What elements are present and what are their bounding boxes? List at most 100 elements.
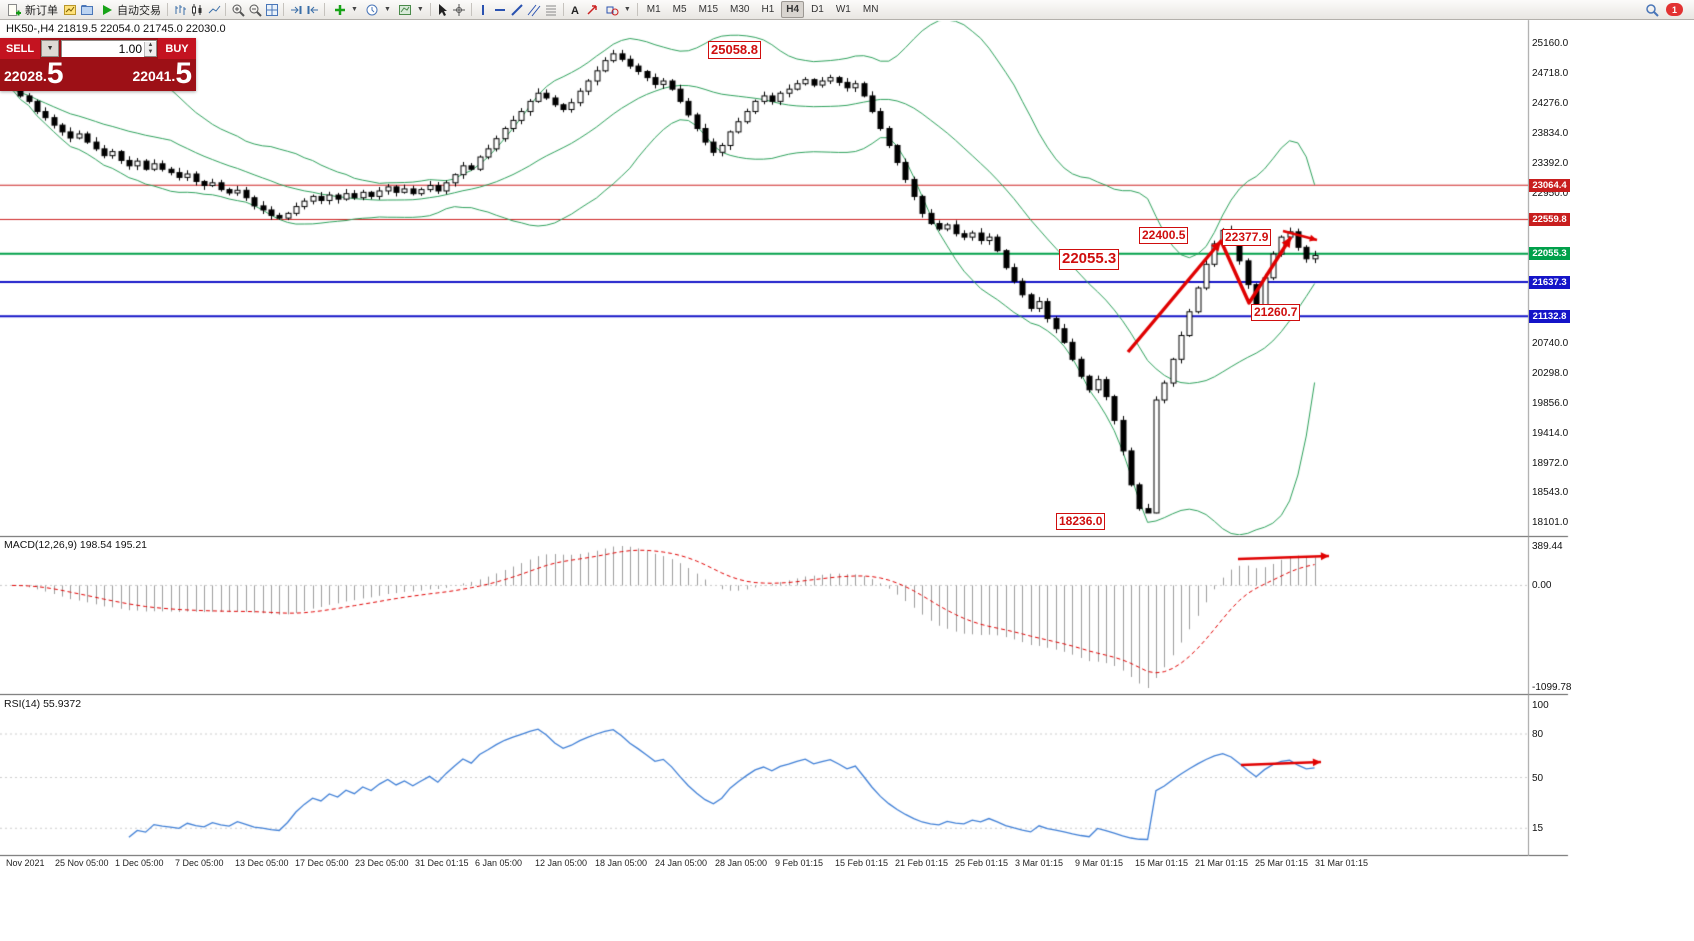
price-axis-tick: 18972.0 xyxy=(1532,458,1569,469)
toolbar-separator xyxy=(324,3,325,16)
sell-price[interactable]: 22028. 5 xyxy=(0,59,98,91)
toolbar-right: 1 xyxy=(1643,2,1691,17)
time-axis-label: 25 Feb 01:15 xyxy=(955,858,1009,868)
timeframe-button-m15[interactable]: M15 xyxy=(698,4,719,15)
time-axis-label: 25 Nov 05:00 xyxy=(55,858,109,868)
new-order-button[interactable]: 新订单 xyxy=(3,1,61,18)
new-chart-icon[interactable] xyxy=(61,2,78,17)
new-order-label: 新订单 xyxy=(25,4,58,17)
text-label-icon[interactable] xyxy=(584,2,601,17)
buy-price-main: 22041. xyxy=(132,68,176,84)
time-axis-label: 21 Feb 01:15 xyxy=(895,858,949,868)
timeframe-button-d1[interactable]: D1 xyxy=(811,4,824,15)
new-order-icon xyxy=(6,2,23,17)
auto-scroll-icon[interactable] xyxy=(287,2,304,17)
price-axis-tick: 18543.0 xyxy=(1532,487,1569,499)
time-axis-label: Nov 2021 xyxy=(6,858,45,868)
templates-dropdown[interactable]: ▼ xyxy=(394,1,427,18)
fibonacci-icon[interactable] xyxy=(543,2,560,17)
notification-badge[interactable]: 1 xyxy=(1666,3,1683,16)
price-axis-tick: 19414.0 xyxy=(1532,428,1569,439)
macd-indicator-label: MACD(12,26,9) 198.54 195.21 xyxy=(4,539,148,551)
chart-shift-icon[interactable] xyxy=(304,2,321,17)
buy-button[interactable]: BUY xyxy=(158,38,196,59)
timeframe-button-mn[interactable]: MN xyxy=(862,4,879,15)
chevron-down-icon: ▼ xyxy=(351,6,358,13)
chevron-down-icon: ▼ xyxy=(383,6,391,13)
indicators-dropdown[interactable]: ▼ xyxy=(328,1,361,18)
volume-up-icon[interactable]: ▲ xyxy=(145,41,156,49)
price-axis-tick: 18101.0 xyxy=(1532,517,1569,529)
crosshair-icon[interactable] xyxy=(451,2,468,17)
price-annotation[interactable]: 25058.8 xyxy=(708,41,761,60)
toolbar: 新订单 自动交易 ▼ ▼ ▼ xyxy=(0,0,1694,20)
trendline-icon[interactable] xyxy=(509,2,526,17)
volume-down-icon[interactable]: ▼ xyxy=(145,48,156,56)
timeframe-button-m30[interactable]: M30 xyxy=(730,4,750,15)
buy-price[interactable]: 22041. 5 xyxy=(98,59,196,91)
price-axis-tick: 20740.0 xyxy=(1532,338,1569,349)
time-axis-label: 15 Feb 01:15 xyxy=(835,858,889,868)
price-annotation[interactable]: 21260.7 xyxy=(1251,304,1301,321)
zoom-out-icon[interactable] xyxy=(246,2,263,17)
time-axis-label: 21 Mar 01:15 xyxy=(1195,858,1249,868)
order-options-dropdown[interactable]: ▼ xyxy=(41,40,60,57)
one-click-trading-panel: SELL ▼ ▲▼ BUY 22028.5 22041.5 xyxy=(0,38,196,91)
price-axis-tick: 23834.0 xyxy=(1532,128,1569,139)
price-axis-tick: 20298.0 xyxy=(1532,368,1569,379)
time-axis-label: 15 Mar 01:15 xyxy=(1135,858,1189,868)
search-icon[interactable] xyxy=(1643,2,1660,17)
sell-button[interactable]: SELL xyxy=(0,38,41,59)
price-annotation[interactable]: 18236.0 xyxy=(1056,513,1106,530)
auto-trading-label: 自动交易 xyxy=(117,4,161,17)
rsi-axis-value: 50 xyxy=(1532,772,1544,784)
toolbar-separator xyxy=(562,3,564,16)
vertical-line-icon[interactable] xyxy=(475,2,492,17)
chart-candles-icon[interactable] xyxy=(188,2,205,17)
profiles-icon[interactable] xyxy=(78,2,95,17)
toolbar-separator xyxy=(283,3,284,16)
cursor-icon[interactable] xyxy=(434,2,451,17)
price-annotation[interactable]: 22055.3 xyxy=(1059,249,1120,270)
price-axis-tick: 24718.0 xyxy=(1532,68,1569,79)
toolbar-separator xyxy=(167,3,168,16)
indicators-icon xyxy=(331,2,348,17)
time-axis-label: 24 Jan 05:00 xyxy=(655,858,708,868)
tile-windows-icon[interactable] xyxy=(263,2,280,17)
price-axis-tag: 22559.8 xyxy=(1529,212,1570,226)
clock-icon xyxy=(364,2,381,17)
periods-dropdown[interactable]: ▼ xyxy=(361,1,394,18)
time-axis-label: 9 Mar 01:15 xyxy=(1075,858,1124,868)
macd-axis-value: 389.44 xyxy=(1532,541,1563,552)
price-annotation[interactable]: 22377.9 xyxy=(1222,229,1272,246)
timeframe-button-m1[interactable]: M1 xyxy=(646,4,661,15)
timeframe-button-w1[interactable]: W1 xyxy=(835,4,851,15)
text-tool-icon[interactable]: A xyxy=(567,2,584,17)
volume-stepper: ▲ ▼ xyxy=(144,41,156,56)
horizontal-line-icon[interactable] xyxy=(492,2,509,17)
time-axis-label: 25 Mar 01:15 xyxy=(1255,858,1309,868)
play-icon xyxy=(98,2,115,17)
price-axis-tick: 19856.0 xyxy=(1532,398,1569,409)
sell-price-frac: 5 xyxy=(46,57,64,90)
timeframe-button-h4[interactable]: H4 xyxy=(781,1,805,18)
rsi-axis-value: 15 xyxy=(1532,823,1544,835)
timeframe-button-h1[interactable]: H1 xyxy=(761,4,775,15)
timeframe-button-m5[interactable]: M5 xyxy=(672,4,687,15)
shapes-dropdown[interactable]: ▼ xyxy=(601,1,634,18)
sell-price-main: 22028. xyxy=(4,68,47,84)
volume-input[interactable] xyxy=(62,40,144,57)
price-annotation[interactable]: 22400.5 xyxy=(1139,227,1189,244)
toolbar-separator xyxy=(636,3,638,16)
chart-bars-icon[interactable] xyxy=(171,2,188,17)
rsi-axis-value: 80 xyxy=(1532,729,1544,740)
chart-line-icon[interactable] xyxy=(205,2,222,17)
zoom-in-icon[interactable] xyxy=(229,2,246,17)
chevron-down-icon: ▼ xyxy=(623,6,631,13)
time-axis-label: 12 Jan 05:00 xyxy=(535,858,588,868)
channel-icon[interactable] xyxy=(526,2,543,17)
svg-text:A: A xyxy=(571,5,579,17)
time-axis-label: 18 Jan 05:00 xyxy=(595,858,648,868)
auto-trading-button[interactable]: 自动交易 xyxy=(95,1,164,18)
